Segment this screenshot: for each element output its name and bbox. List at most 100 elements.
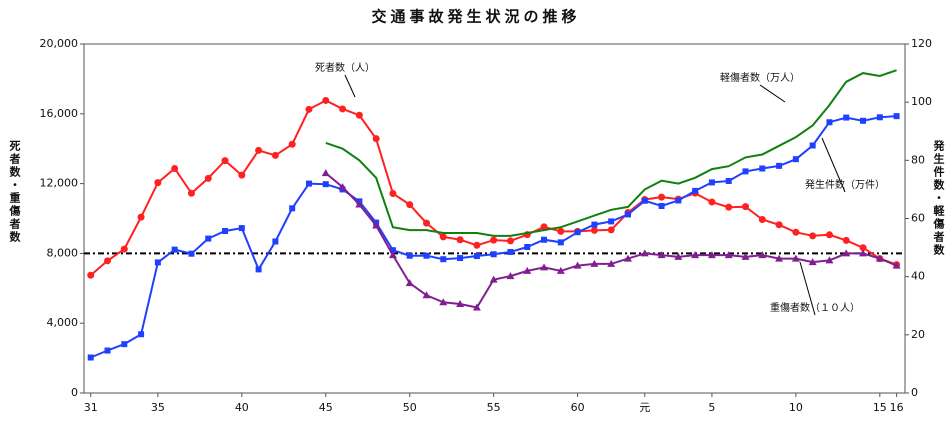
point <box>742 203 750 211</box>
point <box>389 247 396 254</box>
point <box>640 249 649 257</box>
point <box>339 105 347 113</box>
x-tick-label: 45 <box>319 401 333 414</box>
y-tick-label: 4,000 <box>47 316 79 329</box>
point <box>623 254 632 262</box>
point <box>222 228 229 235</box>
point <box>808 258 817 266</box>
point <box>658 193 666 201</box>
y-tick-label: 20,000 <box>40 37 79 50</box>
point <box>607 259 616 267</box>
point <box>473 253 480 260</box>
point <box>758 251 767 259</box>
point <box>557 227 565 235</box>
point <box>187 189 195 197</box>
point <box>406 252 413 259</box>
point <box>490 251 497 258</box>
series-label: 重傷者数（１０人） <box>770 301 860 314</box>
point <box>707 251 716 259</box>
point <box>490 236 498 244</box>
series-label: 発生件数（万件） <box>805 178 885 191</box>
point <box>171 165 179 173</box>
point <box>272 238 279 245</box>
point <box>255 266 262 273</box>
point <box>372 221 381 229</box>
point <box>556 266 565 274</box>
point <box>305 180 312 187</box>
x-tick-label: 10 <box>789 401 803 414</box>
point <box>708 198 716 206</box>
point <box>691 251 700 259</box>
point <box>406 201 414 209</box>
y2-tick-label: 20 <box>911 328 925 341</box>
annotation-arrow <box>344 74 356 98</box>
point <box>138 331 145 338</box>
point <box>355 200 364 208</box>
point <box>120 245 128 253</box>
x-tick-label: 40 <box>235 401 249 414</box>
point <box>893 113 900 120</box>
point <box>725 203 733 211</box>
point <box>440 256 447 263</box>
x-tick-label: 50 <box>403 401 417 414</box>
point <box>154 179 162 187</box>
series-label: 軽傷者数（万人） <box>720 71 800 84</box>
point <box>456 236 464 244</box>
point <box>405 279 414 287</box>
point <box>238 171 246 179</box>
y2-axis-label: 発生件数・軽傷者数 <box>932 139 946 257</box>
point <box>674 252 683 260</box>
point <box>624 211 631 218</box>
point <box>892 261 901 269</box>
point <box>388 251 397 259</box>
chart-title: 交通事故発生状況の推移 <box>371 8 580 26</box>
x-tick-label: 60 <box>571 401 585 414</box>
point <box>506 272 515 280</box>
point <box>741 252 750 260</box>
series-label: 死者数（人） <box>315 61 375 74</box>
point <box>472 303 481 311</box>
point <box>608 218 615 225</box>
point <box>524 244 531 251</box>
point <box>759 165 766 172</box>
point <box>591 221 598 228</box>
point <box>271 151 279 159</box>
x-tick-label: 元 <box>639 401 650 414</box>
point <box>171 246 178 253</box>
point <box>792 156 799 163</box>
point <box>657 251 666 259</box>
point <box>422 291 431 299</box>
point <box>825 256 834 264</box>
point <box>826 119 833 126</box>
point <box>791 254 800 262</box>
point <box>724 251 733 259</box>
point <box>825 231 833 239</box>
point <box>204 174 212 182</box>
point <box>104 257 112 265</box>
point <box>641 197 648 204</box>
point <box>792 228 800 236</box>
annotation-arrow <box>759 84 786 103</box>
point <box>205 235 212 242</box>
y2-tick-label: 120 <box>911 37 932 50</box>
point <box>456 300 465 308</box>
point <box>321 169 330 177</box>
x-tick-label: 31 <box>84 401 98 414</box>
point <box>288 140 296 148</box>
point <box>355 111 363 119</box>
point <box>423 219 431 227</box>
series-line <box>325 172 897 309</box>
point <box>809 142 816 149</box>
y-axis-label: 死者数・重傷者数 <box>8 140 22 244</box>
x-tick-label: 16 <box>890 401 904 414</box>
point <box>87 271 95 279</box>
point <box>372 135 380 143</box>
point <box>860 117 867 124</box>
point <box>842 249 851 257</box>
point <box>507 248 514 255</box>
point <box>506 237 514 245</box>
point <box>875 254 884 262</box>
point <box>540 223 548 231</box>
point <box>574 229 581 236</box>
